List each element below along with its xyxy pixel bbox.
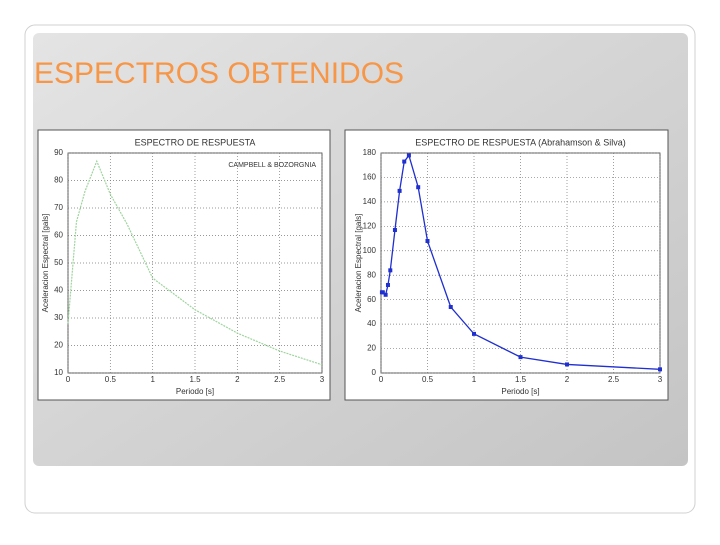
y-axis-label: Aceleracion Espectral [gals]	[41, 214, 50, 313]
data-point	[565, 362, 569, 367]
data-point	[406, 153, 411, 158]
x-axis-label: Periodo [s]	[176, 387, 214, 396]
y-tick-label: 100	[363, 246, 377, 255]
data-line	[67, 159, 323, 366]
y-tick-label: 160	[363, 173, 377, 182]
x-tick-label: 1	[150, 375, 155, 384]
data-line	[381, 154, 661, 370]
data-point	[388, 268, 393, 273]
y-tick-label: 40	[54, 286, 63, 295]
x-tick-label: 0.5	[422, 375, 434, 384]
data-point	[448, 305, 453, 309]
y-tick-label: 80	[367, 270, 376, 279]
data-point	[472, 331, 476, 336]
y-tick-label: 120	[363, 221, 377, 230]
x-tick-label: 3	[658, 375, 663, 384]
y-tick-label: 40	[367, 319, 376, 328]
y-tick-label: 10	[54, 368, 63, 377]
y-tick-label: 80	[54, 176, 63, 185]
y-tick-label: 60	[367, 295, 376, 304]
y-tick-label: 90	[54, 148, 63, 157]
x-tick-label: 2.5	[608, 375, 620, 384]
data-point	[425, 239, 430, 243]
x-tick-label: 0	[66, 375, 71, 384]
y-tick-label: 30	[54, 313, 63, 322]
data-point	[518, 355, 523, 360]
data-point	[380, 290, 385, 295]
y-tick-label: 0	[372, 368, 377, 377]
x-tick-label: 2	[235, 375, 240, 384]
x-tick-label: 0.5	[105, 375, 117, 384]
slide-title: ESPECTROS OBTENIDOS	[34, 57, 404, 90]
data-point	[385, 283, 390, 287]
x-tick-label: 1.5	[515, 375, 527, 384]
x-tick-label: 1	[472, 375, 477, 384]
y-tick-label: 20	[367, 344, 376, 353]
x-tick-label: 2.5	[274, 375, 286, 384]
y-tick-label: 50	[54, 258, 63, 267]
x-tick-label: 2	[565, 375, 570, 384]
y-tick-label: 60	[54, 231, 63, 240]
x-tick-label: 1.5	[189, 375, 201, 384]
x-tick-label: 3	[320, 375, 325, 384]
data-point	[383, 292, 388, 297]
legend-label: CAMPBELL & BOZORGNIA	[228, 162, 316, 169]
data-point	[402, 159, 407, 164]
chart-title: ESPECTRO DE RESPUESTA (Abrahamson & Silv…	[415, 137, 625, 147]
data-point	[658, 367, 662, 372]
x-tick-label: 0	[379, 375, 384, 384]
y-tick-label: 20	[54, 341, 63, 350]
chart-title: ESPECTRO DE RESPUESTA	[135, 137, 256, 147]
data-point	[397, 188, 402, 193]
y-axis-label: Aceleracion Espectral [gals]	[354, 214, 363, 313]
y-tick-label: 70	[54, 203, 63, 212]
data-point	[392, 228, 397, 232]
y-tick-label: 180	[363, 148, 377, 157]
x-axis-label: Periodo [s]	[501, 387, 539, 396]
y-tick-label: 140	[363, 197, 377, 206]
data-point	[416, 185, 421, 190]
